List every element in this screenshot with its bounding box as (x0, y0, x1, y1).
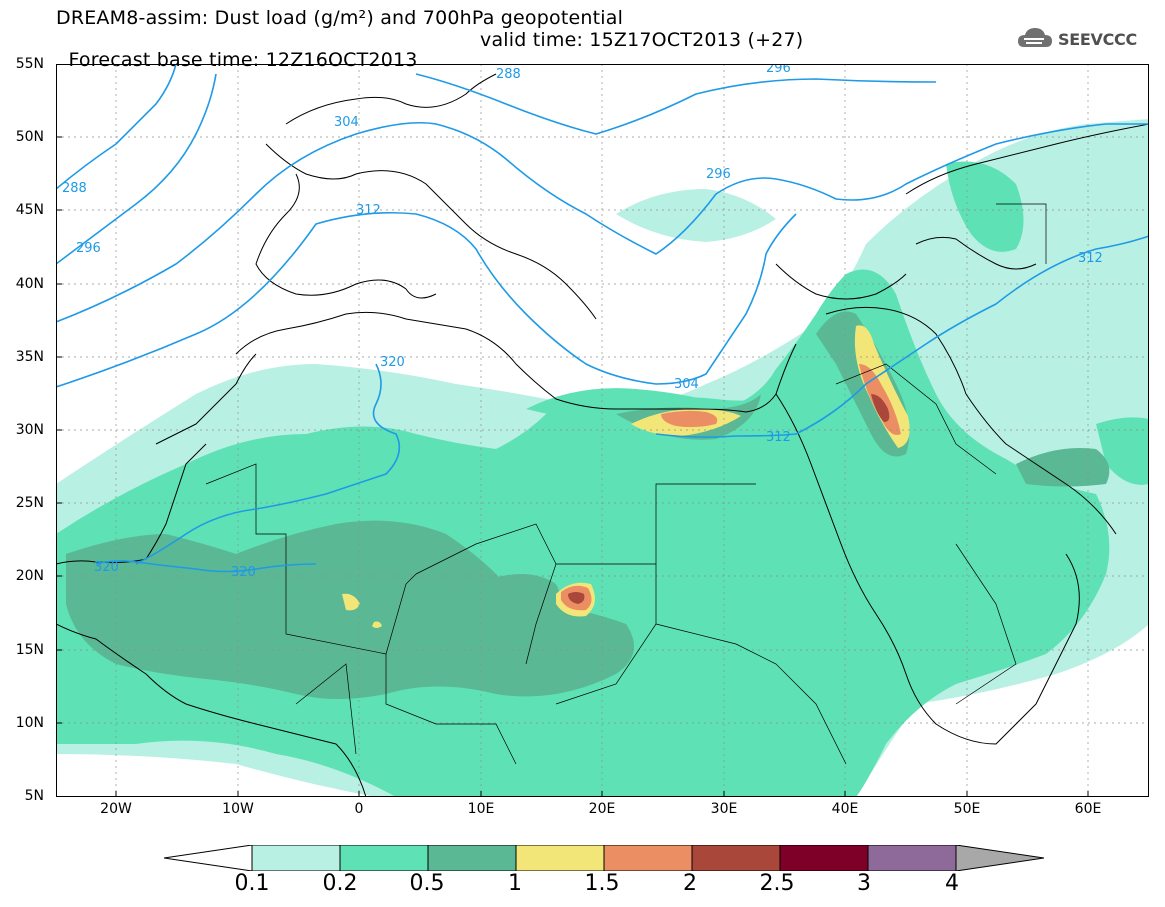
colorbar-label: 4 (945, 871, 959, 896)
lon-label: 10W (222, 801, 254, 817)
dust-band-2 (568, 394, 890, 604)
coastlines (56, 73, 1149, 797)
colorbar-label: 2.5 (759, 871, 795, 896)
contour-label: 320 (231, 565, 256, 580)
lon-label: 60E (1074, 801, 1102, 817)
lat-label: 25N (15, 495, 44, 511)
lat-label: 40N (15, 276, 44, 292)
axis-ticks (56, 136, 1089, 797)
contour-label: 304 (334, 115, 359, 130)
colorbar (164, 845, 1044, 871)
valid-time: valid time: 15Z17OCT2013 (+27) (480, 29, 804, 51)
contour-label: 296 (76, 241, 101, 256)
lat-label: 15N (15, 642, 44, 658)
colorbar-swatches (251, 845, 957, 871)
lat-label: 10N (15, 715, 44, 731)
contour-label: 296 (766, 64, 791, 76)
lon-label: 20W (100, 801, 132, 817)
colorbar-swatch (603, 845, 693, 871)
lat-label: 30N (15, 422, 44, 438)
colorbar-label: 0.2 (322, 871, 358, 896)
contour-label: 312 (356, 203, 381, 218)
cloud-icon (1018, 28, 1052, 47)
colorbar-swatch (251, 845, 341, 871)
colorbar-label: 0.5 (409, 871, 445, 896)
contour-label: 296 (706, 167, 731, 182)
geopotential-contours (56, 64, 1149, 573)
contour-label: 288 (496, 67, 521, 82)
country-borders (205, 203, 1047, 765)
lat-label: 35N (15, 349, 44, 365)
colorbar-swatch (515, 845, 605, 871)
colorbar-swatch (867, 845, 957, 871)
logo-text: SEEVCCC (1058, 29, 1137, 49)
lon-label: 10E (467, 801, 495, 817)
lat-label: 5N (24, 788, 44, 804)
lat-label: 55N (15, 56, 44, 72)
contour-label: 288 (62, 181, 87, 196)
dust-load-map: 288 296 304 312 320 288 296 304 312 320 … (56, 64, 1149, 797)
colorbar-under-triangle (164, 845, 253, 871)
lon-label: 20E (588, 801, 616, 817)
colorbar-label: 0.1 (234, 871, 270, 896)
lat-label: 50N (15, 129, 44, 145)
lon-label: 50E (953, 801, 981, 817)
colorbar-over-triangle (955, 845, 1044, 871)
contour-label: 320 (380, 355, 405, 370)
contour-label: 320 (94, 560, 119, 575)
contour-label: 312 (766, 430, 791, 445)
map-title: DREAM8-assim: Dust load (g/m²) and 700hP… (56, 7, 624, 29)
contour-label: 312 (1078, 251, 1103, 266)
colorbar-swatch (779, 845, 869, 871)
contour-label: 304 (674, 377, 699, 392)
colorbar-label: 1 (508, 871, 522, 896)
seevccc-logo: SEEVCCC (1016, 24, 1137, 54)
colorbar-swatch (691, 845, 781, 871)
lat-label: 45N (15, 202, 44, 218)
colorbar-swatch (339, 845, 429, 871)
lon-label: 0 (354, 801, 364, 817)
colorbar-swatch (427, 845, 517, 871)
colorbar-label: 1.5 (584, 871, 620, 896)
colorbar-label: 2 (683, 871, 697, 896)
lon-label: 40E (831, 801, 859, 817)
colorbar-label: 3 (857, 871, 871, 896)
lon-label: 30E (710, 801, 738, 817)
graticule (56, 64, 1149, 797)
contour-labels: 288 296 304 312 320 288 296 304 312 320 … (62, 64, 1103, 580)
lat-label: 20N (15, 568, 44, 584)
